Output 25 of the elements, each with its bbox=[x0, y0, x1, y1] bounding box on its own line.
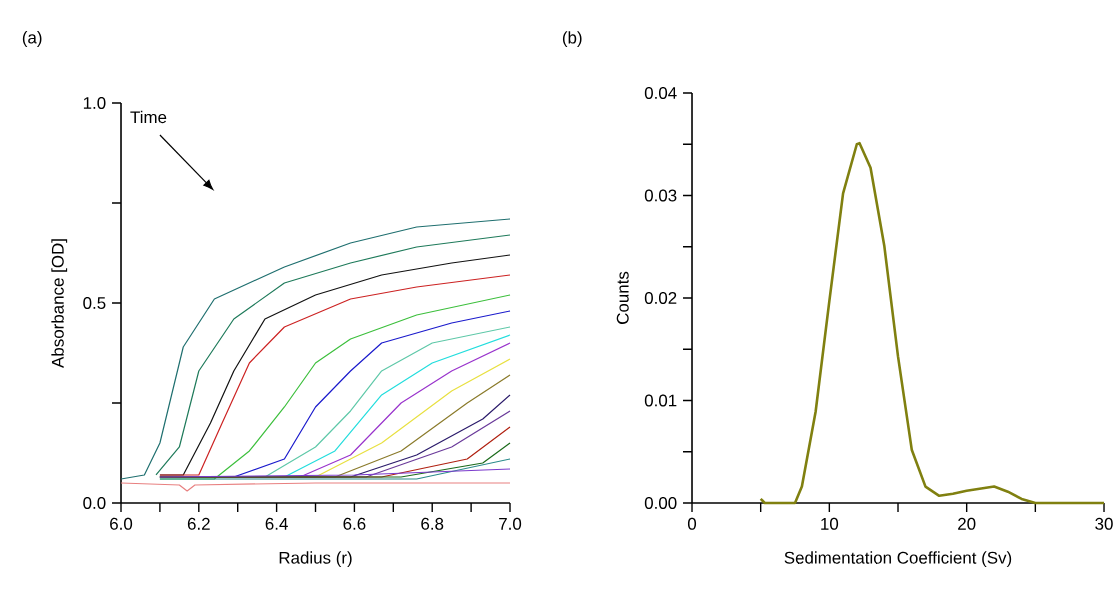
x-tick-label: 0 bbox=[687, 517, 697, 530]
chart-title: (b) bbox=[562, 31, 582, 47]
x-tick-label: 6.6 bbox=[343, 517, 366, 530]
x-tick-label: 6.0 bbox=[110, 517, 133, 530]
x-tick-label: 30 bbox=[1095, 517, 1113, 530]
x-axis-title: Sedimentation Coefficient (Sv) bbox=[784, 551, 1012, 568]
y-tick-label: 0.0 bbox=[83, 496, 106, 509]
y-axis-title: Absorbance [OD] bbox=[51, 239, 68, 368]
y-axis-title: Counts bbox=[616, 271, 629, 324]
x-tick-label: 6.4 bbox=[265, 517, 288, 530]
annotation: Time bbox=[130, 110, 167, 124]
x-tick-label: 6.8 bbox=[421, 517, 444, 530]
y-tick-label: 0.00 bbox=[644, 496, 677, 509]
y-tick-label: 0.03 bbox=[644, 189, 677, 202]
chart-title: (a) bbox=[22, 31, 42, 47]
x-tick-label: 10 bbox=[821, 517, 839, 530]
x-tick-label: 20 bbox=[958, 517, 976, 530]
y-tick-label: 0.04 bbox=[644, 86, 677, 99]
y-tick-label: 1.0 bbox=[83, 96, 106, 109]
y-tick-label: 0.01 bbox=[644, 394, 677, 407]
y-tick-label: 0.02 bbox=[644, 291, 677, 304]
x-axis-title: Radius (r) bbox=[279, 551, 352, 568]
y-tick-label: 0.5 bbox=[83, 296, 106, 309]
x-tick-label: 7.0 bbox=[499, 517, 522, 530]
x-tick-label: 6.2 bbox=[187, 517, 210, 530]
